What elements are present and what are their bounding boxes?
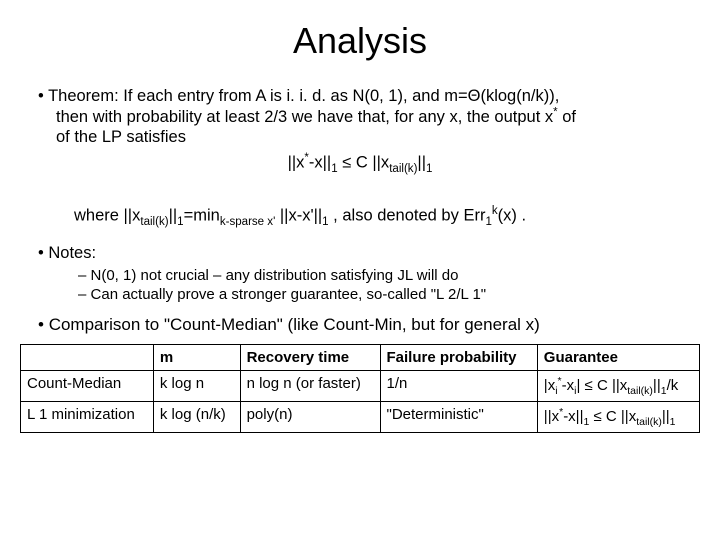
theorem-line2-a: then with probability at least 2/3 we ha… xyxy=(56,108,553,126)
g1-sub1b: 1 xyxy=(670,416,676,428)
theorem-line2-b: of xyxy=(558,108,576,126)
spacer-2 xyxy=(20,305,700,315)
g0-subtail: tail(k) xyxy=(627,385,653,397)
cell-rec-0: n log n (or faster) xyxy=(240,370,380,401)
cell-guar-0: |xi*-xi| ≤ C ||xtail(k)||1/k xyxy=(537,370,699,401)
notes-bullet: Notes: xyxy=(20,244,700,264)
cell-m-0: k log n xyxy=(153,370,240,401)
g0-e: /k xyxy=(667,377,679,394)
where-clause: where ||xtail(k)|| 1 =mink-sparse x' ||x-x… xyxy=(20,205,700,228)
where-f: (x) . xyxy=(498,207,526,225)
cell-guar-1: ||x*-x||1 ≤ C ||xtail(k)||1 xyxy=(537,401,699,432)
comparison-bullet: Comparison to "Count-Median" (like Count… xyxy=(20,315,700,335)
th-blank xyxy=(21,344,154,370)
g1-d: || xyxy=(662,408,670,425)
table-row: L 1 minimization k log (n/k) poly(n) "De… xyxy=(21,401,700,432)
comparison-table: m Recovery time Failure probability Guar… xyxy=(20,344,700,433)
th-recovery: Recovery time xyxy=(240,344,380,370)
table-header-row: m Recovery time Failure probability Guar… xyxy=(21,344,700,370)
where-b: || xyxy=(169,207,178,225)
slide-title: Analysis xyxy=(20,20,700,62)
th-failure: Failure probability xyxy=(380,344,537,370)
cell-rec-1: poly(n) xyxy=(240,401,380,432)
eq-subtail: tail(k) xyxy=(389,163,417,175)
g1-a: ||x xyxy=(544,408,559,425)
theorem-bullet: Theorem: If each entry from A is i. i. d… xyxy=(20,87,700,148)
cell-name-0: Count-Median xyxy=(21,370,154,401)
eq-part-a: ||x xyxy=(288,153,305,171)
g1-b: -x|| xyxy=(563,408,583,425)
where-c: =min xyxy=(184,207,220,225)
eq-part-b: -x|| xyxy=(309,153,331,171)
note-2: Can actually prove a stronger guarantee,… xyxy=(20,286,700,303)
cell-fail-1: "Deterministic" xyxy=(380,401,537,432)
slide-container: Analysis Theorem: If each entry from A i… xyxy=(0,0,720,540)
g0-b: -x xyxy=(562,377,575,394)
g0-a: |x xyxy=(544,377,555,394)
th-m: m xyxy=(153,344,240,370)
theorem-text-2: then with probability at least 2/3 we ha… xyxy=(56,108,576,126)
notes-label: Notes: xyxy=(48,244,96,262)
where-subtail: tail(k) xyxy=(140,216,168,228)
table-row: Count-Median k log n n log n (or faster)… xyxy=(21,370,700,401)
cell-fail-0: 1/n xyxy=(380,370,537,401)
g0-d: || xyxy=(653,377,661,394)
where-subksp: k-sparse x' xyxy=(220,216,275,228)
where-a: where ||x xyxy=(74,207,140,225)
cell-name-1: L 1 minimization xyxy=(21,401,154,432)
theorem-text-3: of the LP satisfies xyxy=(56,128,186,146)
where-d: ||x-x'|| xyxy=(275,207,322,225)
g1-c: ≤ C ||x xyxy=(589,408,636,425)
where-err-sub: 1 xyxy=(485,216,491,228)
comparison-text: Comparison to "Count-Median" (like Count… xyxy=(49,315,540,334)
equation-1: ||x*-x||1 ≤ C ||xtail(k)||1 xyxy=(20,152,700,175)
theorem-text-1: Theorem: If each entry from A is i. i. d… xyxy=(48,87,559,105)
g0-c: | ≤ C ||x xyxy=(576,377,627,394)
eq-part-c: ≤ C ||x xyxy=(338,153,390,171)
th-guarantee: Guarantee xyxy=(537,344,699,370)
spacer-1 xyxy=(20,179,700,189)
cell-m-1: k log (n/k) xyxy=(153,401,240,432)
where-e: , also denoted by Err xyxy=(329,207,486,225)
g1-subtail: tail(k) xyxy=(636,416,662,428)
eq-sub1b: 1 xyxy=(426,163,432,175)
eq-part-d: || xyxy=(417,153,426,171)
note-1: N(0, 1) not crucial – any distribution s… xyxy=(20,267,700,284)
